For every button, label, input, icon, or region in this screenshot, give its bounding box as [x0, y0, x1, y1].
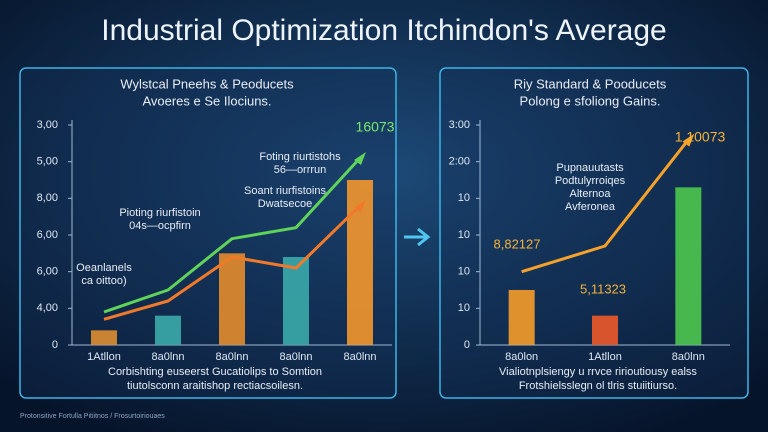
y-tick-label: 3,00: [37, 119, 58, 131]
panel-subtitle: Avoeres e Se Ilociuns.: [142, 93, 271, 108]
left-panel: [19, 67, 397, 399]
annotation: Alternoa: [570, 188, 612, 200]
annotation: Pupnauutasts: [556, 162, 624, 174]
bar: [592, 315, 618, 345]
y-tick-label: 10: [458, 302, 470, 314]
x-tick-label: 8a0lnn: [343, 351, 376, 363]
y-tick-label: 2:00: [449, 156, 470, 168]
bar: [675, 187, 702, 345]
x-tick-label: 8a0lon: [505, 351, 538, 363]
annotation: Soant riurfistoins: [244, 185, 326, 197]
y-tick-label: 10: [458, 192, 470, 204]
annotation: 04s—ocpfirn: [129, 220, 191, 232]
x-tick-label: 1Atllon: [588, 351, 622, 363]
panel-footer: tiutolsconn araitishop rectiacsoilesn.: [127, 380, 303, 392]
annotation: 16073: [356, 119, 395, 135]
y-tick-label: 8,00: [37, 192, 58, 204]
x-tick-label: 8a0lnn: [151, 351, 184, 363]
annotation: Foting riurtistohs: [259, 151, 341, 163]
y-tick-label: 10: [458, 266, 470, 278]
line-end-marker: [682, 133, 695, 147]
line-end-marker: [354, 152, 366, 165]
x-tick-label: 8a0lnn: [279, 351, 312, 363]
bar: [508, 290, 535, 345]
y-tick-label: 0: [52, 339, 58, 351]
x-tick-label: 8a0lnn: [215, 351, 248, 363]
y-tick-label: 6,00: [37, 266, 58, 278]
y-tick-label: 3:00: [449, 119, 470, 131]
line-series: [103, 204, 362, 321]
page-title: Industrial Optimization Itchindon's Aver…: [101, 14, 667, 47]
y-tick-label: 4,00: [37, 302, 58, 314]
panel-subtitle: Riy Standard & Pooducets: [514, 76, 667, 91]
annotation: Pioting riurfistoin: [119, 207, 200, 219]
panel-footer: Corbishting euseerst Gucatiolips to Somt…: [108, 366, 322, 378]
line-end-marker: [354, 199, 366, 213]
panel-footer: Frotshielsslegn ol tlris stuiitiurso.: [519, 380, 677, 392]
y-tick-label: 10: [458, 229, 470, 241]
line-series: [521, 138, 690, 274]
y-tick-label: 6,00: [37, 229, 58, 241]
bar: [91, 330, 117, 345]
annotation: ca oittoo): [81, 275, 126, 287]
panel-subtitle: Wylstcal Pneehs & Peoducets: [120, 76, 294, 91]
x-tick-label: 1Atllon: [87, 351, 121, 363]
panel-footer: Vialiotnplsiengy u rrvce ririoutiousy ea…: [499, 366, 697, 378]
annotation: Podtulyrroiqes: [555, 175, 626, 187]
y-tick-label: 5,00: [37, 156, 58, 168]
bar: [219, 253, 245, 345]
annotation: Dwatsecoe: [258, 198, 312, 210]
annotation: 8,82127: [494, 236, 541, 251]
bar: [283, 257, 309, 345]
x-tick-label: 8a0lnn: [672, 351, 705, 363]
annotation: Avferonea: [565, 201, 616, 213]
panel-subtitle: Polong e sfoliong Gains.: [520, 93, 661, 108]
footer-note: Protonsitive Fortulla Pitiitnos / Frosur…: [20, 413, 165, 420]
annotation: Oeanlanels: [76, 262, 132, 274]
y-tick-label: 0: [464, 339, 470, 351]
right-panel: [439, 67, 749, 399]
bar: [155, 315, 181, 345]
annotation: 1 10073: [675, 129, 726, 145]
line-series: [103, 156, 362, 314]
annotation: 5,11323: [580, 281, 626, 296]
arrow: [404, 227, 431, 247]
annotation: 56—orrrun: [274, 164, 327, 176]
